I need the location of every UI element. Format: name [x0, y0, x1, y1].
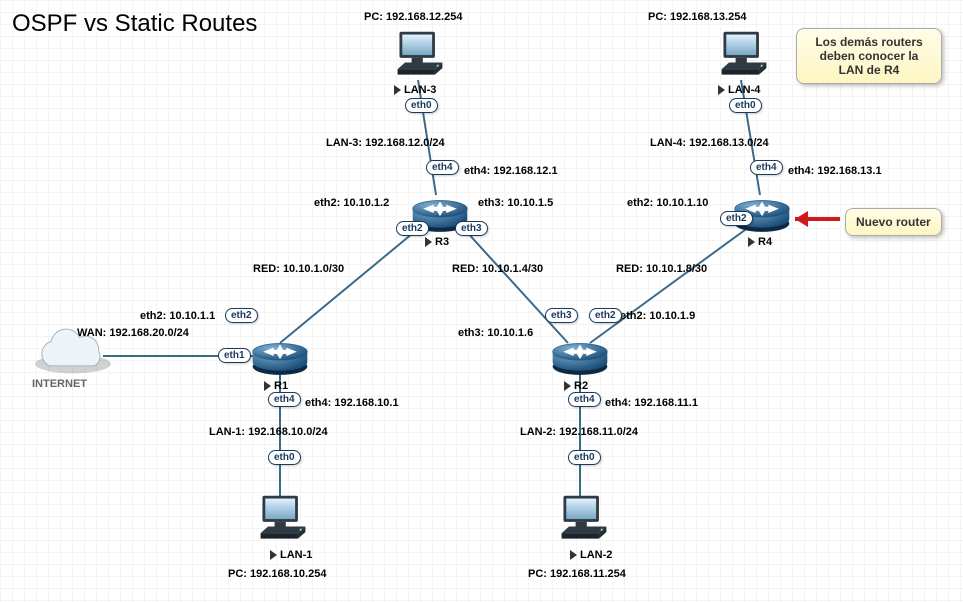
r2-name: R2: [564, 380, 588, 392]
r4-eth4-ip: eth4: 192.168.13.1: [788, 165, 882, 177]
port-lan3-eth0: eth0: [405, 98, 438, 113]
router-r2: [548, 335, 612, 382]
wan-net: WAN: 192.168.20.0/24: [77, 327, 189, 339]
lan1-name: LAN-1: [270, 549, 312, 561]
pc-lan3-ip: PC: 192.168.12.254: [364, 11, 462, 23]
port-r1-eth2: eth2: [225, 308, 258, 323]
topology-links: [0, 0, 963, 602]
r1-eth4-ip: eth4: 192.168.10.1: [305, 397, 399, 409]
net-r2r3: RED: 10.10.1.4/30: [452, 263, 543, 275]
diagram-title: OSPF vs Static Routes: [12, 10, 257, 38]
r4-eth2-ip: eth2: 10.10.1.10: [627, 197, 708, 209]
r3-eth4-ip: eth4: 192.168.12.1: [464, 165, 558, 177]
net-r2r4: RED: 10.10.1.8/30: [616, 263, 707, 275]
port-r4-eth4: eth4: [750, 160, 783, 175]
r2-eth3-ip: eth3: 10.10.1.6: [458, 327, 533, 339]
port-r3-eth4: eth4: [426, 160, 459, 175]
pc-lan2-ip: PC: 192.168.11.254: [528, 568, 626, 580]
port-r4-eth2: eth2: [720, 211, 753, 226]
pc-lan1-ip: PC: 192.168.10.254: [228, 568, 326, 580]
port-r1-eth1: eth1: [218, 348, 251, 363]
lan4-net: LAN-4: 192.168.13.0/24: [650, 137, 769, 149]
pc-lan4-ip: PC: 192.168.13.254: [648, 11, 746, 23]
port-r2-eth2: eth2: [589, 308, 622, 323]
callout-lan-r4: Los demás routers deben conocer la LAN d…: [796, 28, 942, 84]
lan3-net: LAN-3: 192.168.12.0/24: [326, 137, 445, 149]
port-r1-eth4: eth4: [268, 392, 301, 407]
port-lan4-eth0: eth0: [729, 98, 762, 113]
callout-nuevo-router: Nuevo router: [845, 208, 942, 236]
lan3-name: LAN-3: [394, 84, 436, 96]
lan4-name: LAN-4: [718, 84, 760, 96]
r3-name: R3: [425, 236, 449, 248]
port-lan2-eth0: eth0: [568, 450, 601, 465]
lan2-net: LAN-2: 192.168.11.0/24: [520, 426, 638, 438]
r2-eth4-ip: eth4: 192.168.11.1: [605, 397, 698, 409]
r2-eth2-ip: eth2: 10.10.1.9: [620, 310, 695, 322]
port-r3-eth2: eth2: [396, 221, 429, 236]
pc-lan1: [255, 492, 311, 553]
r4-name: R4: [748, 236, 772, 248]
router-r1: [248, 335, 312, 382]
lan2-name: LAN-2: [570, 549, 612, 561]
r3-eth3-ip: eth3: 10.10.1.5: [478, 197, 553, 209]
lan1-net: LAN-1: 192.168.10.0/24: [209, 426, 328, 438]
port-r2-eth3: eth3: [545, 308, 578, 323]
port-lan1-eth0: eth0: [268, 450, 301, 465]
net-r1r3: RED: 10.10.1.0/30: [253, 263, 344, 275]
pc-lan4: [716, 28, 772, 89]
r1-eth2-ip: eth2: 10.10.1.1: [140, 310, 215, 322]
port-r3-eth3: eth3: [455, 221, 488, 236]
port-r2-eth4: eth4: [568, 392, 601, 407]
pc-lan2: [556, 492, 612, 553]
r3-eth2-ip: eth2: 10.10.1.2: [314, 197, 389, 209]
pc-lan3: [392, 28, 448, 89]
internet-label: INTERNET: [32, 378, 87, 390]
r1-name: R1: [264, 380, 288, 392]
